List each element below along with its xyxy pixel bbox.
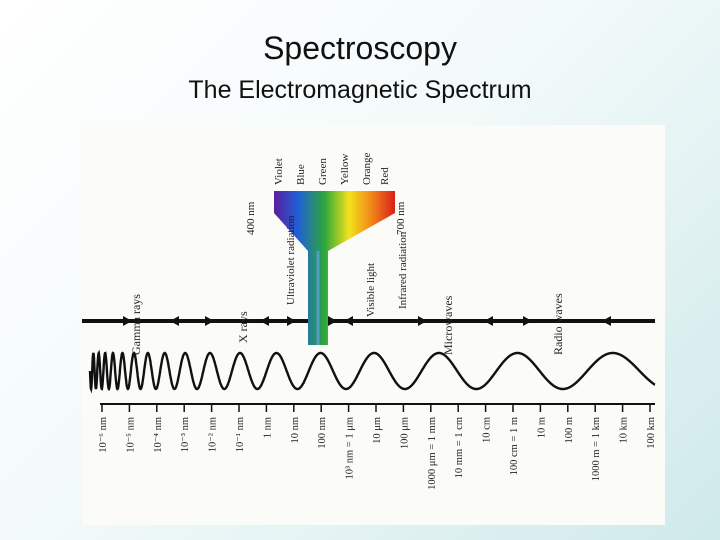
label-red: Red	[379, 167, 391, 185]
scale-ticks	[101, 404, 651, 412]
region-arrow-1	[170, 316, 179, 326]
scale-label: 10⁻⁴ nm	[153, 417, 164, 453]
scale-label: 100 nm	[317, 417, 328, 449]
label-400nm: 400 nm	[245, 201, 257, 235]
scale-label: 10 nm	[290, 417, 301, 444]
scale-label: 100 km	[646, 417, 657, 449]
label-radio-waves: Radio waves	[551, 293, 565, 355]
scale-label: 10 μm	[372, 417, 383, 444]
region-arrows	[123, 316, 611, 326]
scale-label: 10⁻³ nm	[180, 417, 191, 452]
region-arrow-6	[328, 316, 337, 326]
label-700nm: 700 nm	[395, 201, 407, 235]
em-spectrum-diagram: Gamma rays X rays Ultraviolet radiation …	[82, 153, 657, 490]
label-ultraviolet: Ultraviolet radiation	[285, 215, 297, 305]
scale-label: 1000 μm = 1 mm	[427, 417, 438, 490]
scale-label: 1000 m = 1 km	[591, 417, 602, 481]
scale-label: 10 mm = 1 cm	[454, 417, 465, 478]
scale-label: 100 cm = 1 m	[509, 417, 520, 475]
region-arrow-2	[205, 316, 214, 326]
region-arrow-0	[123, 316, 132, 326]
slide-title: Spectroscopy	[263, 30, 457, 66]
scale-label: 10 cm	[482, 417, 493, 443]
scale-label: 10³ nm = 1 μm	[345, 417, 356, 480]
scale-label: 100 m	[564, 417, 575, 444]
scale-label: 10⁻¹ nm	[235, 417, 246, 452]
label-gamma-rays: Gamma rays	[129, 294, 143, 355]
label-orange: Orange	[361, 153, 373, 185]
em-wave	[88, 349, 656, 394]
scale-label: 10⁻² nm	[208, 417, 219, 452]
scale-labels: 10⁻⁶ nm 10⁻⁵ nm 10⁻⁴ nm 10⁻³ nm 10⁻² nm 10⁻¹ …	[98, 417, 657, 490]
label-blue: Blue	[295, 164, 307, 185]
label-green: Green	[317, 158, 329, 185]
label-infrared: Infrared radiation	[397, 231, 409, 309]
label-yellow: Yellow	[339, 154, 351, 185]
scale-label: 10 km	[619, 417, 630, 444]
label-x-rays: X rays	[236, 311, 250, 343]
em-spectrum-figure: Gamma rays X rays Ultraviolet radiation …	[82, 125, 665, 525]
scale-label: 10⁻⁶ nm	[98, 417, 109, 453]
label-microwaves: Microwaves	[441, 295, 455, 355]
label-violet: Violet	[273, 158, 285, 185]
visible-light-funnel	[274, 191, 395, 345]
label-visible-light: Visible light	[365, 263, 377, 317]
region-arrow-9	[484, 316, 493, 326]
slide-subtitle: The Electromagnetic Spectrum	[188, 76, 532, 104]
scale-label: 1 nm	[262, 417, 273, 438]
region-arrow-4	[287, 316, 296, 326]
scale-label: 100 μm	[399, 417, 410, 449]
region-arrow-8	[418, 316, 427, 326]
scale-label: 10⁻⁵ nm	[125, 417, 136, 453]
region-arrow-3	[260, 316, 269, 326]
region-arrow-10	[523, 316, 532, 326]
region-arrow-11	[602, 316, 611, 326]
region-arrow-7	[344, 316, 353, 326]
scale-label: 10 m	[536, 417, 547, 438]
